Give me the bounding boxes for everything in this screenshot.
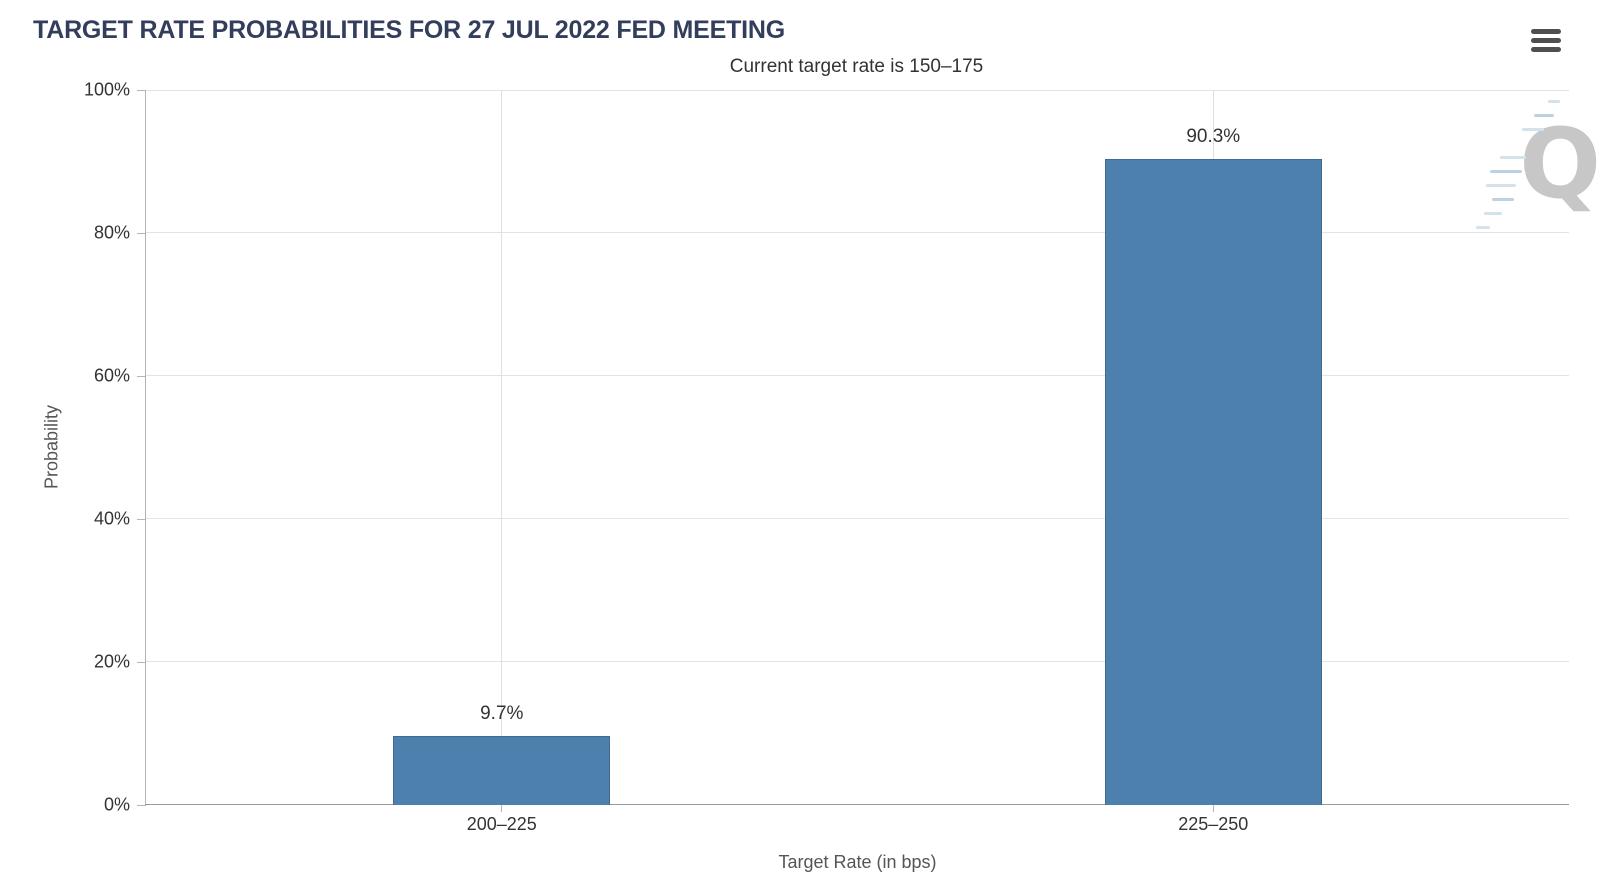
speedline-icon <box>1492 198 1514 201</box>
speedline-icon <box>1486 184 1516 187</box>
y-tick-label: 80% <box>93 222 130 243</box>
y-tick-label: 20% <box>93 651 130 672</box>
speedline-icon <box>1534 114 1554 117</box>
speedline-icon <box>1500 156 1526 159</box>
x-tick-label: 200–225 <box>466 814 537 834</box>
speedline-icon <box>1476 226 1490 229</box>
y-axis-tick <box>137 90 146 91</box>
quikstrike-q-logo: Q <box>1519 108 1601 220</box>
quikstrike-watermark: Q <box>1476 98 1601 243</box>
x-axis-tick <box>501 805 503 812</box>
y-axis-title: Probability <box>41 404 62 490</box>
y-gridline <box>146 661 1569 662</box>
y-gridline <box>146 232 1569 233</box>
chart-context-menu-button[interactable] <box>1529 24 1565 56</box>
bar-225-250[interactable] <box>1104 159 1322 805</box>
y-axis-tick <box>137 662 146 663</box>
hamburger-icon <box>1531 28 1561 34</box>
speedline-icon <box>1484 212 1502 215</box>
y-axis-tick <box>137 805 146 806</box>
y-tick-label: 60% <box>93 365 130 386</box>
chart-title: TARGET RATE PROBABILITIES FOR 27 JUL 202… <box>33 16 786 44</box>
y-axis-tick <box>137 519 146 520</box>
y-tick-label: 0% <box>103 794 130 815</box>
hamburger-icon <box>1531 37 1561 43</box>
hamburger-icon <box>1531 46 1561 52</box>
bar-200-225[interactable] <box>393 735 611 805</box>
category-gridline <box>501 90 503 805</box>
y-tick-label: 100% <box>83 79 130 100</box>
x-axis-line <box>145 804 1569 805</box>
y-gridline <box>146 90 1569 91</box>
chart-subtitle: Current target rate is 150–175 <box>729 56 984 77</box>
y-axis-tick <box>137 233 146 234</box>
speedline-icon <box>1490 170 1522 173</box>
x-axis-tick <box>1212 805 1214 812</box>
y-axis-tick <box>137 376 146 377</box>
bar-value-label: 90.3% <box>1186 126 1241 148</box>
plot-area: Probability Target Rate (in bps) Q 0% 20%… <box>42 80 1602 873</box>
y-tick-label: 40% <box>93 508 130 529</box>
x-tick-label: 225–250 <box>1178 814 1249 834</box>
y-gridline <box>146 518 1569 519</box>
bar-value-label: 9.7% <box>480 702 524 724</box>
y-gridline <box>146 375 1569 376</box>
speedline-icon <box>1548 100 1560 103</box>
x-axis-title: Target Rate (in bps) <box>778 852 937 872</box>
speedline-icon <box>1522 128 1544 131</box>
